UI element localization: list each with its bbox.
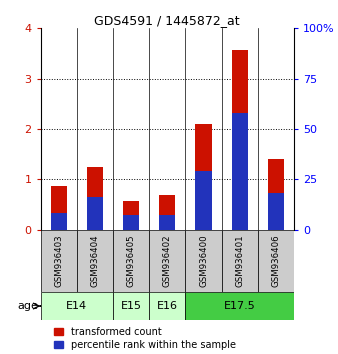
Bar: [159, 216, 175, 229]
Title: GDS4591 / 1445872_at: GDS4591 / 1445872_at: [95, 14, 240, 27]
Bar: [113, 292, 149, 320]
Bar: [222, 229, 258, 292]
Text: E16: E16: [157, 301, 178, 311]
Bar: [77, 229, 113, 292]
Text: GSM936403: GSM936403: [54, 235, 63, 287]
Bar: [186, 292, 294, 320]
Text: GSM936405: GSM936405: [127, 235, 136, 287]
Bar: [186, 229, 222, 292]
Bar: [195, 171, 212, 229]
Bar: [232, 113, 248, 229]
Text: E17.5: E17.5: [224, 301, 256, 311]
Bar: [195, 124, 212, 229]
Text: age: age: [18, 301, 39, 311]
Bar: [123, 216, 139, 229]
Bar: [50, 213, 67, 229]
Bar: [41, 229, 77, 292]
Legend: transformed count, percentile rank within the sample: transformed count, percentile rank withi…: [50, 323, 240, 354]
Bar: [149, 229, 186, 292]
Bar: [268, 193, 284, 229]
Bar: [149, 292, 186, 320]
Text: GSM936404: GSM936404: [90, 235, 99, 287]
Bar: [87, 167, 103, 229]
Bar: [113, 229, 149, 292]
Text: E14: E14: [66, 301, 87, 311]
Bar: [159, 195, 175, 229]
Bar: [50, 186, 67, 229]
Bar: [258, 229, 294, 292]
Text: E15: E15: [121, 301, 142, 311]
Bar: [123, 201, 139, 229]
Bar: [232, 51, 248, 229]
Bar: [41, 292, 113, 320]
Text: GSM936401: GSM936401: [235, 235, 244, 287]
Text: GSM936406: GSM936406: [271, 235, 281, 287]
Bar: [87, 197, 103, 229]
Text: GSM936400: GSM936400: [199, 235, 208, 287]
Text: GSM936402: GSM936402: [163, 235, 172, 287]
Bar: [268, 159, 284, 229]
